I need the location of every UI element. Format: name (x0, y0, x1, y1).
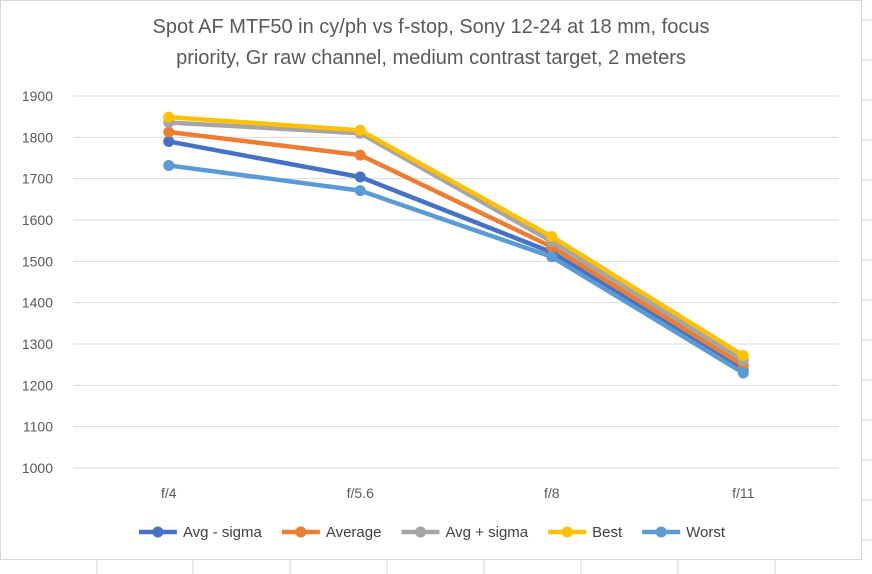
chart-title-line-2: priority, Gr raw channel, medium contras… (176, 47, 686, 69)
legend-marker (414, 526, 426, 538)
series-line (168, 139, 745, 373)
y-axis-labels: 1000 1100 1200 1300 1400 1500 1600 1700 1800 1900 (22, 88, 53, 476)
legend-label: Avg - sigma (183, 524, 263, 541)
legend-marker (655, 526, 667, 538)
x-tick-label: f/11 (732, 485, 755, 501)
series-best[interactable] (163, 111, 749, 362)
series-line (168, 120, 745, 363)
legend-marker (561, 526, 573, 538)
data-point[interactable] (737, 367, 749, 379)
y-tick-label: 1400 (22, 295, 53, 311)
legend-item[interactable]: Avg - sigma (138, 524, 263, 541)
data-point[interactable] (354, 185, 366, 197)
x-tick-label: f/8 (544, 485, 560, 501)
y-tick-label: 1600 (22, 212, 53, 228)
legend-marker (295, 526, 307, 538)
series-line (168, 129, 745, 368)
legend-marker (152, 526, 164, 538)
legend-label: Best (592, 524, 623, 541)
x-tick-label: f/4 (161, 485, 177, 501)
data-point[interactable] (163, 126, 175, 138)
data-point[interactable] (163, 135, 175, 147)
y-tick-label: 1100 (23, 419, 53, 435)
y-tick-label: 1300 (22, 336, 53, 352)
chart-title: Spot AF MTF50 in cy/ph vs f-stop, Sony 1… (153, 16, 710, 69)
data-point[interactable] (546, 251, 558, 263)
legend-item[interactable]: Best (548, 524, 623, 541)
legend-item[interactable]: Average (281, 524, 382, 541)
y-tick-label: 1500 (22, 253, 53, 269)
data-point[interactable] (546, 231, 558, 243)
y-tick-label: 1700 (22, 171, 53, 187)
chart-area[interactable]: Spot AF MTF50 in cy/ph vs f-stop, Sony 1… (0, 0, 862, 560)
series-lines (163, 111, 749, 379)
data-point[interactable] (737, 350, 749, 362)
legend-label: Average (326, 524, 382, 541)
legend-item[interactable]: Worst (642, 524, 726, 541)
data-point[interactable] (354, 171, 366, 183)
y-tick-label: 1900 (22, 88, 53, 104)
y-tick-label: 1200 (22, 377, 53, 393)
legend-item[interactable]: Avg + sigma (401, 524, 529, 541)
series-line (168, 163, 745, 375)
data-point[interactable] (163, 159, 175, 171)
legend-label: Avg + sigma (445, 524, 528, 541)
chart-title-line-1: Spot AF MTF50 in cy/ph vs f-stop, Sony 1… (153, 16, 710, 38)
series-worst[interactable] (163, 159, 749, 379)
legend-label: Worst (686, 524, 726, 541)
y-tick-label: 1800 (22, 129, 53, 145)
gridlines (73, 95, 839, 469)
y-tick-label: 1000 (22, 460, 53, 476)
series-avg-sigma[interactable] (163, 135, 749, 376)
chart-svg: Spot AF MTF50 in cy/ph vs f-stop, Sony 1… (22, 16, 839, 541)
x-axis-labels: f/4 f/5.6 f/8 f/11 (161, 485, 755, 501)
series-average[interactable] (163, 126, 749, 371)
data-point[interactable] (163, 111, 175, 123)
data-point[interactable] (354, 124, 366, 136)
x-tick-label: f/5.6 (347, 485, 374, 501)
series-avg-sigma[interactable] (163, 116, 749, 367)
data-point[interactable] (354, 149, 366, 161)
series-line (168, 114, 745, 358)
legend: Avg - sigma Average Avg + sigma Best Worst (138, 524, 726, 541)
